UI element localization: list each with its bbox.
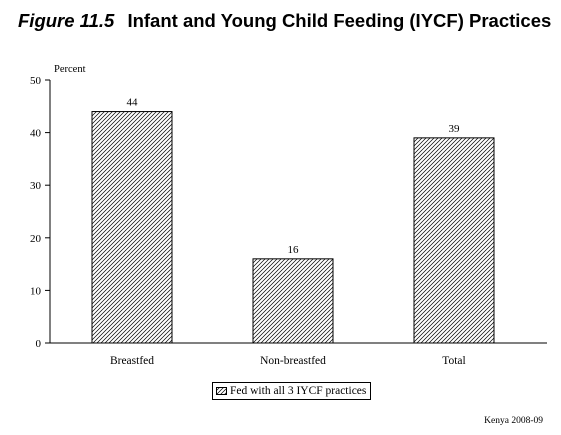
y-tick-label: 50 <box>30 75 42 87</box>
bar <box>91 111 173 344</box>
y-axis-label: Percent <box>54 64 86 75</box>
y-tick-label: 30 <box>30 180 42 192</box>
figure-number: Figure 11.5 <box>18 10 115 31</box>
x-tick-label: Non-breastfed <box>260 355 326 367</box>
x-tick-label: Total <box>442 355 465 367</box>
y-tick-label: 0 <box>36 338 42 350</box>
chart-bars <box>91 111 495 344</box>
y-tick-label: 40 <box>30 128 42 140</box>
legend-swatch <box>216 387 227 395</box>
bar-value-label: 39 <box>449 123 461 135</box>
chart-legend: Fed with all 3 IYCF practices <box>212 382 371 400</box>
figure-title: Figure 11.5 Infant and Young Child Feedi… <box>18 10 551 32</box>
chart-labels: 0 10 20 30 40 50 Percent 44 Breastfed 16 Non-breas… <box>30 64 466 367</box>
figure-title-text: Infant and Young Child Feeding (IYCF) Pr… <box>127 10 552 31</box>
x-tick-label: Breastfed <box>110 355 154 367</box>
y-tick-label: 10 <box>30 285 42 297</box>
source-note: Kenya 2008-09 <box>484 416 543 426</box>
bar-value-label: 44 <box>127 97 139 109</box>
bar-value-label: 16 <box>288 244 300 256</box>
bar <box>252 258 334 344</box>
bar <box>413 137 495 344</box>
y-tick-label: 20 <box>30 233 42 245</box>
legend-label: Fed with all 3 IYCF practices <box>230 385 367 397</box>
